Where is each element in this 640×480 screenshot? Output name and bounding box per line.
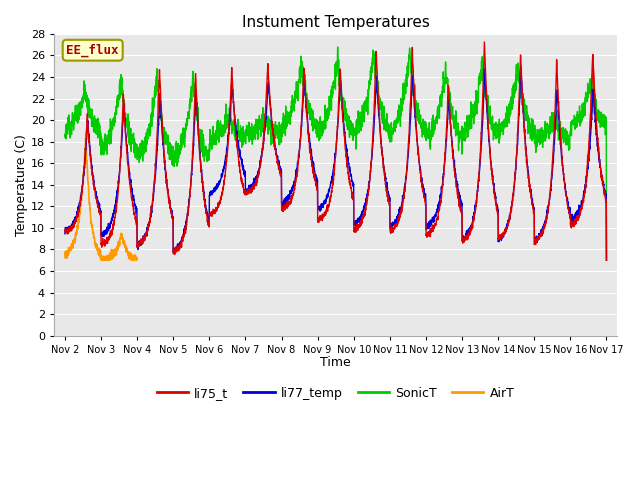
Text: EE_flux: EE_flux [67, 44, 119, 57]
X-axis label: Time: Time [320, 356, 351, 369]
Y-axis label: Temperature (C): Temperature (C) [15, 134, 28, 236]
Title: Instument Temperatures: Instument Temperatures [242, 15, 429, 30]
Legend: li75_t, li77_temp, SonicT, AirT: li75_t, li77_temp, SonicT, AirT [152, 382, 520, 405]
